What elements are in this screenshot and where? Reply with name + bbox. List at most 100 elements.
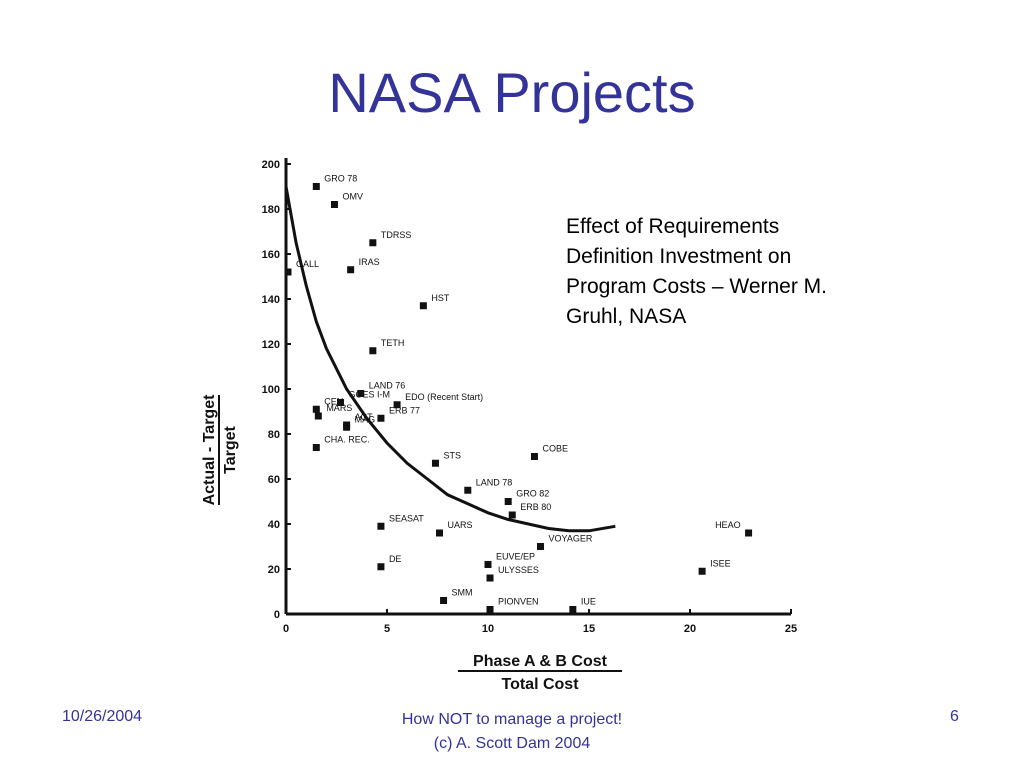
y-tick-label: 60	[268, 474, 280, 486]
caption-line: Program Costs – Werner M.	[566, 275, 828, 298]
data-point-label: DE	[389, 554, 402, 564]
y-axis-label-denominator: Target	[222, 425, 239, 473]
page-number: 6	[950, 708, 959, 725]
y-tick-label: 200	[262, 159, 280, 171]
data-point-label: EDO (Recent Start)	[405, 392, 483, 402]
data-point-label: TDRSS	[381, 230, 412, 240]
data-point	[343, 423, 351, 431]
data-point	[508, 511, 516, 519]
y-tick-label: 180	[262, 204, 280, 216]
data-point	[484, 561, 492, 568]
data-point	[530, 453, 538, 460]
data-point-label: HST	[431, 293, 450, 303]
y-tick-label: 0	[274, 609, 280, 621]
data-point	[312, 444, 320, 451]
data-point-label: OMV	[342, 192, 363, 202]
trend-curve	[284, 186, 616, 533]
data-point	[377, 522, 385, 530]
data-point	[330, 201, 338, 208]
y-tick-label: 40	[268, 519, 280, 531]
data-point	[369, 239, 377, 247]
data-point-label: PIONVEN	[498, 597, 539, 607]
footer-copyright: (c) A. Scott Dam 2004	[433, 735, 591, 752]
data-point-label: MARS	[326, 403, 352, 413]
caption-line: Definition Investment on	[566, 245, 792, 268]
data-point-label: ULYSSES	[498, 565, 539, 575]
data-point-label: ACT.	[355, 412, 375, 422]
x-tick-label: 20	[684, 623, 696, 635]
data-point-label: CHA. REC.	[324, 435, 370, 445]
data-point-label: IRAS	[359, 257, 380, 267]
y-tick-label: 160	[262, 249, 280, 261]
data-point	[377, 414, 385, 422]
scatter-chart: 0 5 10 15 20 25 0 20 40 60 80 100 120 140 160 180 200 GR…	[201, 158, 797, 693]
data-point-label: ERB 80	[520, 502, 551, 512]
x-tick-label: 10	[482, 623, 494, 635]
footer-date: 10/26/2004	[62, 708, 143, 725]
x-tick-label: 5	[384, 623, 390, 635]
data-point	[284, 268, 292, 276]
data-point-label: HEAO	[715, 520, 741, 530]
data-point	[504, 498, 512, 505]
data-point	[537, 543, 545, 550]
data-point-label: MAG	[355, 414, 376, 424]
data-point-label: COBE	[542, 444, 568, 454]
x-tick-label: 15	[583, 623, 595, 635]
data-point	[464, 486, 472, 494]
data-point	[337, 399, 345, 406]
data-point	[486, 574, 494, 582]
axis-labels: Phase A & B Cost Total Cost Actual - Tar…	[201, 394, 622, 693]
data-point-label: IUE	[581, 597, 596, 607]
x-tick-label: 0	[283, 623, 289, 635]
data-point	[312, 405, 320, 413]
data-point	[314, 412, 322, 420]
y-tick-label: 80	[268, 429, 280, 441]
data-point-label: SMM	[452, 588, 473, 598]
data-point	[436, 529, 444, 537]
footer-title: How NOT to manage a project!	[401, 711, 623, 728]
y-tick-label: 100	[262, 384, 280, 396]
x-tick-label: 25	[785, 623, 797, 635]
data-point-label: EUVE/EP	[496, 552, 535, 562]
data-point-label: GRO 78	[324, 174, 357, 184]
data-point-label: GALL	[296, 259, 319, 269]
data-point	[347, 266, 355, 274]
data-point-label: TETH	[381, 338, 405, 348]
data-point-label: ERB 77	[389, 405, 420, 415]
chart-caption: Effect of Requirements Definition Invest…	[566, 212, 906, 332]
chart-axes	[284, 158, 791, 616]
y-tick-label: 140	[262, 294, 280, 306]
data-point-label: STS	[443, 450, 461, 460]
data-point	[369, 347, 377, 355]
y-tick-label: 120	[262, 339, 280, 351]
data-point-label: LAND 78	[476, 477, 513, 487]
data-point	[357, 390, 365, 397]
caption-line: Effect of Requirements	[566, 215, 780, 238]
data-point-label: SEASAT	[389, 513, 424, 523]
y-axis-label: Actual - Target	[201, 394, 218, 506]
data-point	[569, 606, 577, 613]
x-axis-label-denominator: Total Cost	[501, 676, 579, 693]
data-point	[312, 183, 320, 190]
data-point-label: GRO 82	[516, 489, 549, 499]
data-point	[745, 529, 753, 537]
data-points: GRO 78 OMV TDRSS GALL IRAS HST TETH GOES I-M CEN…	[284, 174, 753, 613]
data-point-label: VOYAGER	[549, 534, 593, 544]
data-point	[393, 401, 401, 409]
y-tick-label: 20	[268, 564, 280, 576]
data-point	[486, 606, 494, 613]
data-point-label: GOES I-M	[349, 390, 391, 400]
x-axis-label: Phase A & B Cost	[473, 653, 608, 670]
data-point-label: UARS	[448, 520, 473, 530]
data-point-label: LAND 76	[369, 381, 406, 391]
data-point	[419, 302, 427, 310]
data-point-label: CEN	[324, 396, 343, 406]
data-point	[698, 567, 706, 575]
data-point-label: ISEE	[710, 558, 731, 568]
data-point	[431, 459, 439, 467]
footer-center: How NOT to manage a project! (c) A. Scot…	[312, 708, 712, 756]
data-point	[440, 597, 448, 604]
chart-ticks: 0 5 10 15 20 25 0 20 40 60 80 100 120 140 160 180 200	[262, 159, 797, 635]
caption-line: Gruhl, NASA	[566, 305, 687, 328]
slide-title: NASA Projects	[328, 61, 696, 124]
